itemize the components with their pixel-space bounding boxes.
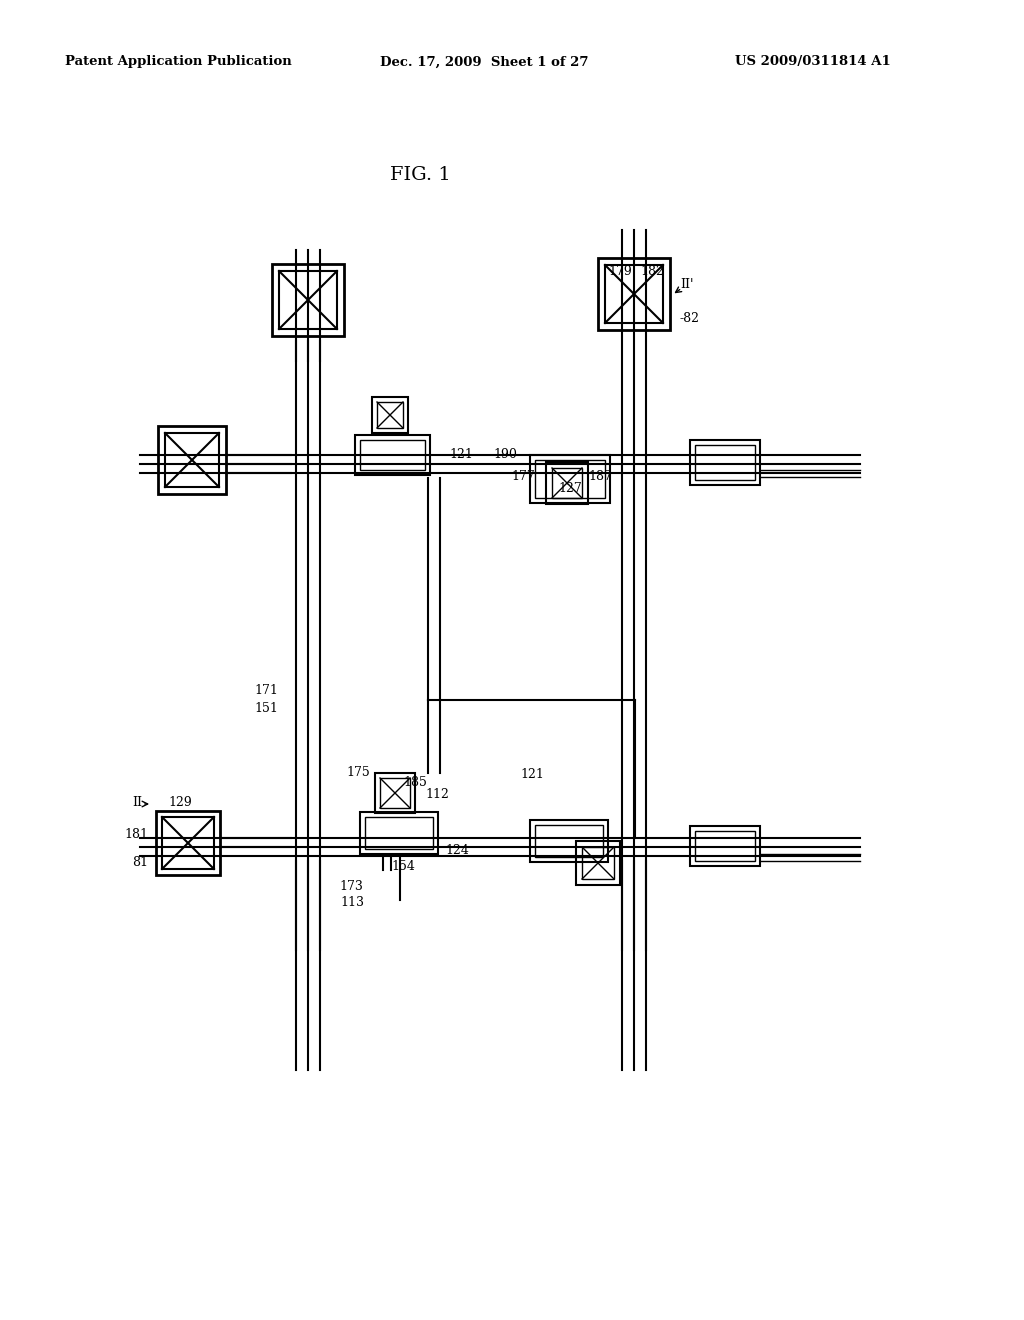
Text: 112: 112	[425, 788, 449, 801]
Text: Dec. 17, 2009  Sheet 1 of 27: Dec. 17, 2009 Sheet 1 of 27	[380, 55, 589, 69]
Bar	[165, 433, 219, 487]
Text: 121: 121	[450, 447, 473, 461]
Text: -82: -82	[680, 312, 700, 325]
Bar	[535, 459, 605, 498]
Bar	[365, 817, 433, 849]
Bar	[582, 847, 614, 879]
Bar	[380, 777, 410, 808]
Text: II: II	[132, 796, 142, 808]
Text: 129: 129	[168, 796, 191, 808]
Bar	[690, 826, 760, 866]
Bar	[530, 455, 610, 503]
Bar	[355, 436, 430, 475]
Bar	[375, 774, 415, 813]
Text: 177: 177	[511, 470, 535, 483]
Text: 127: 127	[558, 482, 582, 495]
Bar	[575, 841, 620, 884]
Bar	[695, 445, 755, 480]
Text: 173: 173	[339, 879, 362, 892]
Text: 185: 185	[403, 776, 427, 789]
Bar	[360, 812, 438, 854]
Text: 190: 190	[493, 447, 517, 461]
Text: 151: 151	[254, 701, 278, 714]
Text: 175: 175	[346, 767, 370, 780]
Text: 154: 154	[391, 861, 415, 874]
Text: 81: 81	[132, 855, 148, 869]
Bar	[360, 440, 425, 470]
Bar	[695, 832, 755, 861]
Bar	[272, 264, 344, 337]
Text: 182: 182	[640, 265, 664, 279]
Text: FIG. 1: FIG. 1	[389, 166, 451, 183]
Bar	[158, 426, 226, 494]
Text: 171: 171	[254, 684, 278, 697]
Bar	[598, 257, 670, 330]
Bar	[156, 810, 220, 875]
Bar	[690, 440, 760, 484]
Bar	[377, 403, 403, 428]
Text: Patent Application Publication: Patent Application Publication	[65, 55, 292, 69]
Bar	[552, 469, 582, 498]
Text: 124: 124	[445, 845, 469, 858]
Bar	[162, 817, 214, 869]
Bar	[279, 271, 337, 329]
Bar	[546, 462, 588, 504]
Bar	[530, 820, 608, 862]
Text: 121: 121	[520, 768, 544, 781]
Text: 187: 187	[588, 470, 612, 483]
Bar	[605, 265, 663, 323]
Text: US 2009/0311814 A1: US 2009/0311814 A1	[735, 55, 891, 69]
Bar	[372, 397, 408, 433]
Bar	[535, 825, 603, 857]
Text: II': II'	[680, 277, 693, 290]
Text: 181: 181	[124, 829, 148, 842]
Text: 179: 179	[608, 265, 632, 279]
Text: 113: 113	[340, 896, 364, 909]
